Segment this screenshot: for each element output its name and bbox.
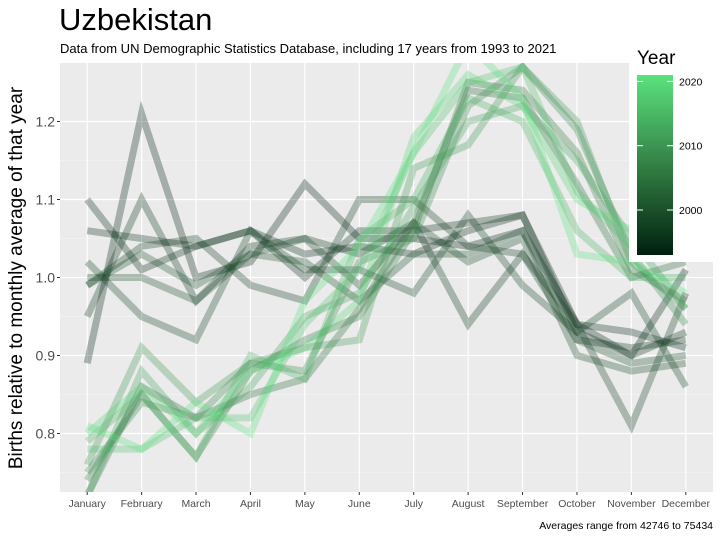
legend-tick-label: 2000 [679, 205, 703, 217]
y-axis-label: Births relative to monthly average of th… [6, 86, 27, 469]
x-tick-label: November [607, 498, 656, 510]
chart-title: Uzbekistan [59, 2, 212, 37]
x-tick-label: July [404, 498, 423, 510]
chart-caption: Averages range from 42746 to 75434 [539, 520, 713, 532]
y-tick-label: 1.1 [36, 192, 56, 208]
y-tick-label: 1.2 [36, 114, 56, 130]
x-tick-label: June [348, 498, 371, 510]
series-line-2014 [84, 93, 686, 464]
series-line-2012 [85, 101, 689, 492]
x-axis-ticks: January February March April May June July Augu… [69, 492, 711, 510]
x-tick-label: March [181, 498, 210, 510]
legend-ticks: 2000 2010 2020 [637, 76, 703, 217]
series-line-2008 [84, 63, 689, 475]
x-tick-label: January [69, 498, 107, 510]
x-tick-label: May [295, 498, 316, 510]
series-line-2010 [84, 63, 689, 467]
series-lines [83, 63, 690, 492]
series-line-2000 [85, 226, 687, 367]
legend-colorbar [637, 75, 673, 255]
series-line-2016 [87, 63, 687, 453]
x-tick-label: August [452, 498, 485, 510]
y-tick-label: 1.0 [36, 270, 56, 286]
series-line-2004 [85, 86, 687, 492]
legend-tick-label: 2020 [679, 76, 703, 88]
series-line-1995 [86, 211, 688, 360]
x-tick-label: February [121, 498, 164, 510]
x-tick-label: December [662, 498, 711, 510]
series-line-1996 [84, 191, 687, 352]
legend-tick-label: 2010 [679, 141, 703, 153]
series-line-2006 [84, 78, 688, 483]
series-line-2021 [85, 63, 688, 454]
chart-subtitle: Data from UN Demographic Statistics Data… [60, 41, 556, 56]
y-tick-label: 0.8 [36, 426, 56, 442]
y-axis-ticks: 0.8 0.9 1.0 1.1 1.2 [36, 114, 60, 442]
grid-minor [60, 160, 713, 473]
series-line-1994 [84, 197, 687, 352]
series-line-1997 [85, 196, 690, 434]
x-tick-label: April [240, 498, 261, 510]
y-tick-label: 0.9 [36, 348, 56, 364]
series-line-2019 [84, 70, 687, 439]
grid-major [60, 63, 713, 492]
series-line-1998 [84, 209, 689, 389]
x-tick-label: October [558, 498, 596, 510]
color-legend: Year 2000 2010 2020 [629, 44, 717, 262]
legend-title: Year [637, 48, 676, 69]
x-tick-label: September [497, 498, 549, 510]
series-line-1999 [87, 218, 687, 375]
series-line-1993 [83, 100, 689, 365]
